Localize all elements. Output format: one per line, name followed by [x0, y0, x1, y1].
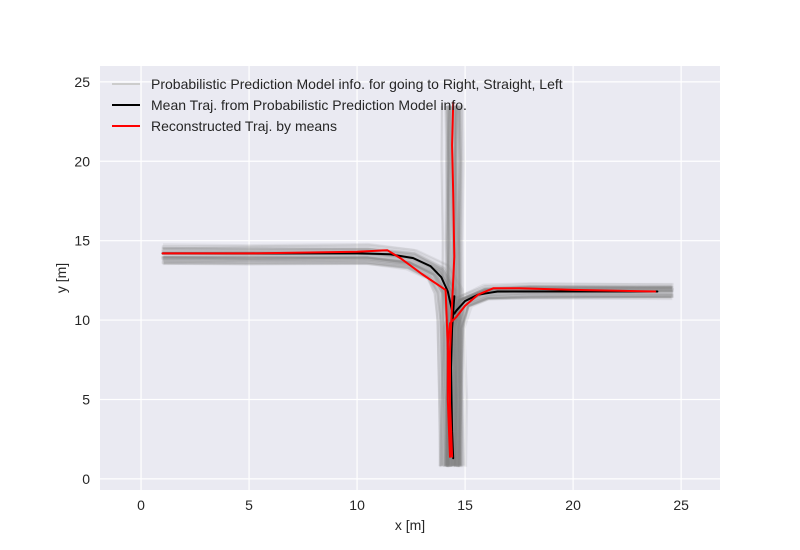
y-tick-label: 20 [74, 153, 90, 169]
bundle-trajectory-straight [453, 105, 458, 467]
y-tick-label: 10 [74, 312, 90, 328]
bundle-trajectory-straight [456, 105, 461, 468]
x-tick-label: 10 [349, 497, 365, 513]
bundle-trajectory-left [163, 260, 445, 467]
bundle-trajectory-right [457, 294, 674, 467]
bundle-trajectory-right [454, 291, 673, 467]
legend: Probabilistic Prediction Model info. for… [112, 76, 563, 134]
legend-label-mean: Mean Traj. from Probabilistic Prediction… [151, 97, 467, 113]
bundle-trajectory-left [163, 257, 449, 467]
bundle-trajectory-straight [456, 106, 461, 466]
bundle-trajectory-straight [453, 106, 459, 466]
bundle-trajectory-left [162, 247, 464, 468]
bundle-trajectory-straight [454, 105, 459, 467]
bundle-trajectory-straight [456, 105, 461, 466]
bundle-trajectory-right [457, 296, 672, 466]
x-tick-label: 0 [137, 497, 145, 513]
bundle-trajectory-straight [459, 105, 464, 466]
bundle-trajectory-left [163, 247, 461, 466]
bundle-trajectory-straight [458, 106, 463, 468]
bundle-trajectory-left [163, 246, 463, 467]
bundle-trajectory-left [161, 243, 467, 467]
bundle-trajectory-left [163, 258, 447, 466]
bundle-trajectory-left [162, 247, 462, 466]
bundle-trajectory-right [445, 285, 673, 466]
bundle-trajectory-left [161, 248, 461, 468]
x-tick-label: 15 [457, 497, 473, 513]
bundle-trajectory-left [163, 242, 469, 467]
bundle-trajectory-left [161, 249, 459, 468]
x-axis-ticks: 0 5 10 15 20 25 [137, 497, 689, 513]
bundle-trajectory-straight [453, 104, 459, 467]
bundle-trajectory-straight [457, 105, 461, 466]
bundle-trajectory-right [455, 292, 674, 467]
bundle-trajectory-straight [444, 105, 449, 467]
bundle-trajectory-straight [460, 105, 464, 467]
bundle-trajectory-right [458, 295, 673, 467]
plot-background [100, 66, 720, 490]
bundle-trajectory-right [443, 285, 673, 467]
bundle-trajectory-left [161, 250, 459, 468]
x-tick-label: 5 [245, 497, 253, 513]
bundle-trajectory-left [161, 256, 448, 467]
y-tick-label: 5 [82, 391, 90, 407]
bundle-trajectory-right [459, 295, 674, 466]
bundle-trajectory-right [458, 296, 672, 468]
bundle-trajectory-left [162, 244, 465, 466]
bundle-trajectory-left [162, 259, 446, 467]
grid-lines [100, 66, 720, 490]
x-tick-label: 20 [565, 497, 581, 513]
bundle-trajectory-left [163, 247, 462, 468]
bundle-trajectory-straight [458, 104, 462, 466]
bundle-trajectory-left [162, 249, 458, 466]
legend-label-bundle: Probabilistic Prediction Model info. for… [151, 76, 563, 92]
y-tick-label: 0 [82, 471, 90, 487]
bundle-trajectory-straight [455, 105, 460, 467]
bundle-trajectory-straight [452, 106, 457, 466]
x-axis-label: x [m] [395, 517, 425, 533]
bundle-trajectory-left [161, 261, 443, 466]
y-axis-ticks: 0 5 10 15 20 25 [74, 74, 90, 487]
bundle-trajectory-right [459, 297, 673, 467]
bundle-trajectory-straight [457, 106, 462, 466]
bundle-trajectory-straight [458, 105, 463, 468]
bundle-trajectory-left [161, 247, 462, 467]
bundle-trajectory-right [453, 293, 674, 466]
bundle-trajectory-right [443, 284, 673, 467]
bundle-trajectory-left [163, 261, 444, 467]
bundle-trajectory-right [458, 295, 674, 467]
bundle-trajectory-straight [453, 104, 459, 467]
bundle-trajectory-straight [456, 106, 460, 466]
bundle-trajectory-straight [454, 105, 459, 466]
bundle-trajectory-left [162, 257, 449, 467]
bundle-trajectory-left [161, 246, 462, 467]
bundle-trajectory-straight [457, 105, 462, 466]
bundle-trajectory-straight [458, 105, 463, 466]
bundle-trajectory-straight [445, 106, 450, 467]
bundle-trajectory-right [456, 294, 674, 467]
x-tick-label: 25 [673, 497, 689, 513]
bundle-trajectory-left [161, 259, 447, 467]
bundle-trajectory-straight [454, 105, 459, 467]
bundle-trajectory-right [459, 295, 672, 467]
bundle-trajectory-straight [452, 105, 457, 467]
legend-label-reconstructed: Reconstructed Traj. by means [151, 118, 337, 134]
reconstructed-trajectory-line [161, 249, 454, 458]
bundle-trajectory-straight [453, 105, 457, 467]
bundle-trajectory-straight [454, 106, 459, 466]
y-axis-label: y [m] [53, 263, 69, 293]
y-tick-label: 25 [74, 74, 90, 90]
bundle-trajectory-straight [460, 104, 466, 466]
bundle-trajectory-left [162, 258, 447, 467]
trajectory-lines [161, 101, 659, 460]
bundle-trajectory-right [457, 294, 673, 467]
bundle-trajectory-straight [445, 106, 450, 467]
y-tick-label: 15 [74, 233, 90, 249]
bundle-trajectory-left [163, 259, 444, 466]
bundle-trajectory-left [162, 257, 448, 467]
bundle-trajectory-right [457, 295, 672, 467]
bundle-trajectory-right [455, 293, 673, 467]
